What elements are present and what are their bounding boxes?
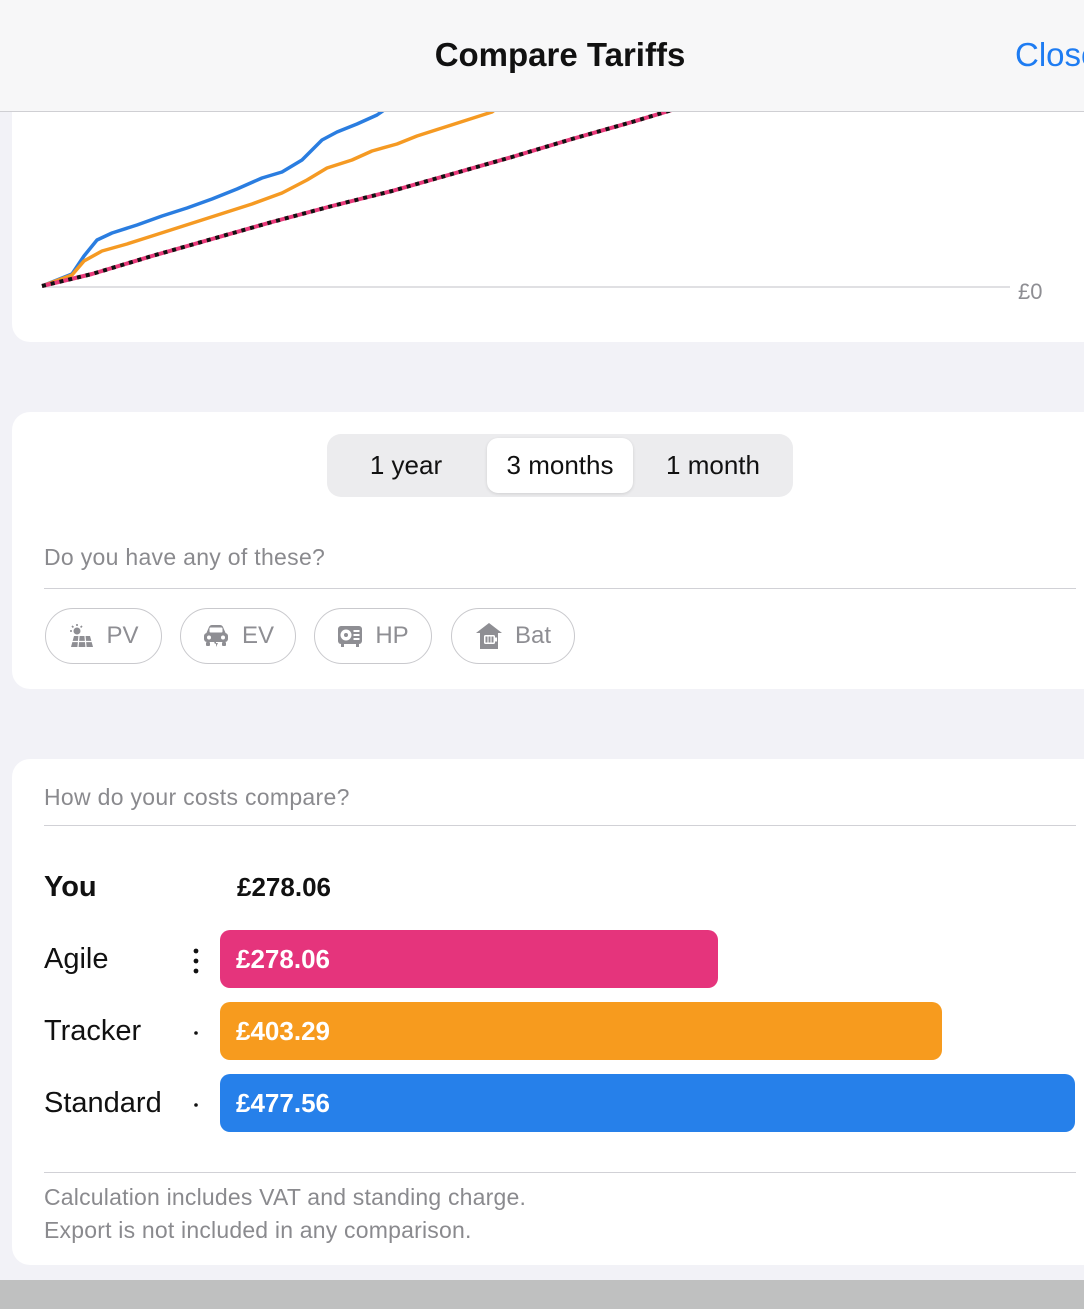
cost-line-chart — [41, 106, 1010, 288]
chip-hp[interactable]: HP — [314, 608, 432, 664]
devices-prompt: Do you have any of these? — [44, 544, 326, 570]
cost-bar-standard: £477.56 — [220, 1074, 1075, 1132]
cost-bar-standard-value: £477.56 — [236, 1088, 330, 1118]
tariff-label-tracker: Tracker — [44, 1015, 142, 1047]
chip-ev-label: EV — [241, 622, 274, 649]
costs-card: How do your costs compare? You £278.06 A… — [12, 759, 1084, 1265]
segment-3-months[interactable]: 3 months — [487, 438, 633, 493]
you-value: £278.06 — [237, 872, 331, 902]
period-segmented-control: 1 year 3 months 1 month — [327, 434, 793, 497]
footnote-export: Export is not included in any comparison… — [44, 1217, 472, 1243]
bottom-strip — [0, 1280, 1084, 1309]
series-line-you — [41, 106, 685, 288]
chip-hp-label: HP — [375, 622, 409, 649]
series-line-standard — [41, 106, 389, 288]
battery-house-icon — [475, 623, 502, 649]
chip-pv[interactable]: PV — [45, 608, 162, 664]
chip-bat[interactable]: Bat — [451, 608, 575, 664]
heat-pump-icon — [338, 626, 363, 647]
chip-ev[interactable]: EV — [180, 608, 296, 664]
footnote-divider — [44, 1172, 1076, 1173]
car-icon — [203, 625, 228, 647]
cost-bar-tracker-value: £403.29 — [236, 1016, 330, 1046]
page-title: Compare Tariffs — [434, 36, 686, 73]
options-card: 1 year 3 months 1 month Do you have any … — [12, 412, 1084, 689]
agile-menu-icon[interactable] — [192, 947, 200, 975]
tariff-label-standard: Standard — [44, 1087, 162, 1119]
devices-divider — [44, 588, 1076, 589]
footnote-vat: Calculation includes VAT and standing ch… — [44, 1184, 527, 1210]
tracker-dot-icon — [194, 1031, 198, 1035]
chip-pv-label: PV — [106, 622, 139, 649]
costs-divider — [44, 825, 1076, 826]
cost-bar-tracker: £403.29 — [220, 1002, 942, 1060]
solar-panel-icon — [70, 624, 94, 648]
standard-dot-icon — [194, 1103, 198, 1107]
series-line-tracker — [41, 106, 499, 288]
nav-bar: Compare Tariffs Close — [0, 0, 1084, 112]
costs-prompt: How do your costs compare? — [44, 784, 350, 810]
segment-1-year[interactable]: 1 year — [369, 450, 443, 480]
cost-bar-agile: £278.06 — [220, 930, 718, 988]
chip-bat-label: Bat — [514, 622, 552, 649]
segment-1-month[interactable]: 1 month — [666, 450, 760, 480]
tariff-label-agile: Agile — [44, 943, 109, 975]
close-button[interactable]: Close — [1015, 36, 1084, 73]
chart-zero-label: £0 — [1018, 279, 1043, 304]
cost-bar-agile-value: £278.06 — [236, 944, 330, 974]
you-label: You — [44, 871, 97, 903]
